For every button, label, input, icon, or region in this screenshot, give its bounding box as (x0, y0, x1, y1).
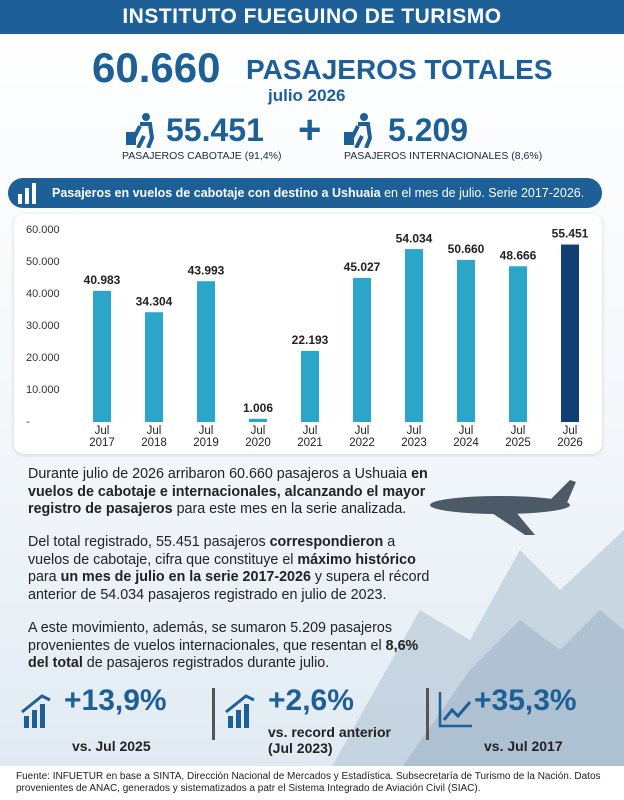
international-label: PASAJEROS INTERNACIONALES (8,6%) (344, 150, 543, 162)
growth-icon (21, 694, 51, 728)
header-title: INSTITUTO FUEGUINO DE TURISMO (0, 0, 624, 34)
bar (561, 244, 579, 422)
bar (301, 350, 319, 422)
value-label: 43.993 (188, 263, 225, 277)
total-label: PASAJEROS TOTALES (246, 54, 553, 85)
x-tick-label: Jul 2022 (349, 425, 375, 449)
text-segment: para (28, 569, 61, 585)
x-tick-label: Jul 2025 (505, 425, 531, 449)
y-tick-label: 30.000 (26, 320, 60, 332)
value-label: 48.666 (500, 248, 537, 262)
text-segment: en vuelos de cabotaje e internacionales,… (28, 466, 428, 517)
traveler-icon (126, 113, 155, 148)
bar (509, 266, 527, 422)
stat-label: vs. record anterior (Jul 2023) (268, 724, 391, 756)
text-segment: para este mes en la serie analizada. (172, 501, 407, 517)
value-label: 34.304 (136, 294, 173, 308)
y-tick-label: 50.000 (26, 256, 60, 268)
stat-value: +13,9% (64, 684, 167, 717)
bars-icon (18, 183, 36, 204)
x-tick-label: Jul 2024 (453, 425, 479, 449)
total-value: 60.660 (92, 44, 221, 91)
trend-icon (438, 692, 472, 728)
chart-card: - 10.000 20.000 30.000 40.000 50.000 60.000 40.… (14, 214, 602, 454)
paragraph: Del total registrado, 55.451 pasajeros c… (28, 534, 438, 604)
divider (426, 688, 429, 740)
x-tick-label: Jul 2018 (141, 425, 167, 449)
text-segment: a vuelos de cabotaje, cifra que constitu… (28, 534, 396, 568)
text-segment: A este movimiento, además, se sumaron 5.… (28, 620, 392, 654)
text-segment: en el mes de julio. Serie 2017-2026. (380, 186, 585, 200)
stat-value: +35,3% (474, 684, 577, 717)
bar (197, 281, 215, 422)
x-tick-label: Jul 2020 (245, 425, 271, 449)
x-tick-label: Jul 2017 (89, 425, 115, 449)
mountain-bg (330, 480, 624, 770)
bar (145, 312, 163, 422)
value-label: 55.451 (552, 227, 589, 241)
domestic-value: 55.451 (166, 112, 264, 148)
bar (405, 249, 423, 422)
divider (212, 688, 215, 740)
bar (353, 277, 371, 422)
text-segment: 8,6% del total (28, 637, 419, 672)
text-segment: un mes de julio en la serie 2017-2026 (60, 569, 311, 585)
stat-value: +2,6% (268, 684, 354, 717)
text-segment: Del total registrado, 55.451 pasajeros (28, 534, 270, 550)
x-tick-label: Jul 2023 (401, 425, 427, 449)
text-segment: Durante julio de 2026 arribaron 60.660 p… (28, 466, 412, 482)
y-tick-label: - (26, 416, 30, 428)
chart: - 10.000 20.000 30.000 40.000 50.000 60.000 40.… (26, 224, 589, 428)
value-label: 54.034 (396, 231, 433, 245)
chart-banner: Pasajeros en vuelos de cabotaje con dest… (8, 178, 602, 208)
period: julio 2026 (268, 86, 346, 105)
traveler-icon (344, 113, 373, 148)
x-tick-label: Jul 2021 (297, 425, 323, 449)
plus-sign: + (298, 108, 322, 152)
paragraph: Durante julio de 2026 arribaron 60.660 p… (28, 466, 438, 519)
x-tick-label: Jul 2019 (193, 425, 219, 449)
y-tick-label: 60.000 (26, 224, 60, 236)
value-label: 22.193 (292, 333, 329, 347)
bar (93, 290, 111, 422)
y-tick-label: 20.000 (26, 352, 60, 364)
paragraph: A este movimiento, además, se sumaron 5.… (28, 620, 438, 673)
value-label: 50.660 (448, 242, 485, 256)
international-value: 5.209 (388, 112, 469, 148)
bar (249, 418, 267, 422)
stat-label: vs. Jul 2017 (484, 738, 563, 754)
value-label: 40.983 (84, 273, 121, 287)
footer-source: Fuente: INFUETUR en base a SINTA, Direcc… (0, 766, 624, 800)
text-segment: y supera el récord anterior de 54.034 pa… (28, 569, 430, 603)
text-segment: máximo histórico (297, 551, 416, 568)
x-tick-label: Jul 2026 (557, 425, 583, 449)
text-segment: de pasajeros registrados durante julio. (82, 655, 330, 671)
bar (457, 259, 475, 422)
text-segment: Pasajeros en vuelos de cabotaje con dest… (52, 186, 381, 200)
domestic-label: PASAJEROS CABOTAJE (91,4%) (122, 150, 282, 162)
stat-label: vs. Jul 2025 (72, 738, 151, 754)
y-tick-label: 40.000 (26, 288, 60, 300)
y-tick-label: 10.000 (26, 384, 60, 396)
value-label: 1.006 (243, 401, 273, 415)
growth-icon (225, 694, 255, 728)
value-label: 45.027 (344, 260, 381, 274)
text-segment: correspondieron (269, 534, 384, 550)
